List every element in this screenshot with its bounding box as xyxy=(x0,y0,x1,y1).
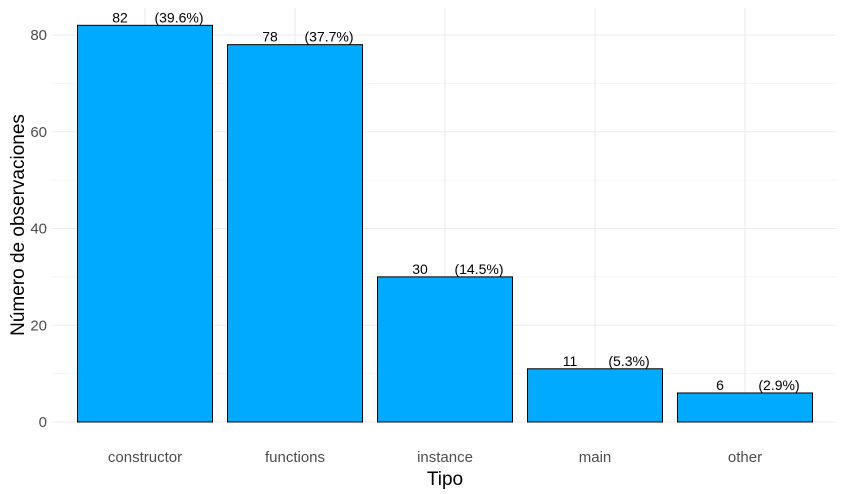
bar-percent-label: (2.9%) xyxy=(758,377,799,393)
y-axis-title: Número de observaciones xyxy=(8,114,29,336)
x-tick-label: constructor xyxy=(108,449,182,466)
bar-percent-label: (39.6%) xyxy=(154,9,203,25)
bar-value-label: 30 xyxy=(412,261,428,277)
y-tick-label: 60 xyxy=(30,124,47,141)
bar-percent-label: (37.7%) xyxy=(304,29,353,45)
y-tick-label: 40 xyxy=(30,221,47,238)
x-tick-label: functions xyxy=(265,449,325,466)
bar-constructor xyxy=(77,24,213,423)
bar-functions xyxy=(227,44,363,423)
data-labels: 82 (39.6%) 78 (37.7%) 30 (14.5%) 11 (5.3%) 6 (2.9… xyxy=(112,9,799,393)
y-axis-ticks: 0 20 40 60 80 xyxy=(30,27,47,431)
y-tick-label: 0 xyxy=(39,414,47,431)
x-tick-label: instance xyxy=(417,449,473,466)
x-tick-label: other xyxy=(728,449,762,466)
bar-value-label: 11 xyxy=(563,353,578,369)
bar-value-label: 6 xyxy=(716,377,724,393)
x-axis-title: Tipo xyxy=(427,469,463,490)
y-tick-label: 20 xyxy=(30,317,47,334)
y-tick-label: 80 xyxy=(30,27,47,44)
x-axis-ticks: constructor functions instance main other xyxy=(108,449,762,466)
bar-instance xyxy=(377,276,513,423)
bar-value-label: 78 xyxy=(262,29,278,45)
bar-percent-label: (5.3%) xyxy=(608,353,649,369)
bars xyxy=(77,24,813,423)
bar-other xyxy=(677,392,813,423)
x-tick-label: main xyxy=(579,449,612,466)
bar-percent-label: (14.5%) xyxy=(454,261,503,277)
bar-main xyxy=(527,368,663,423)
bar-value-label: 82 xyxy=(112,9,128,25)
